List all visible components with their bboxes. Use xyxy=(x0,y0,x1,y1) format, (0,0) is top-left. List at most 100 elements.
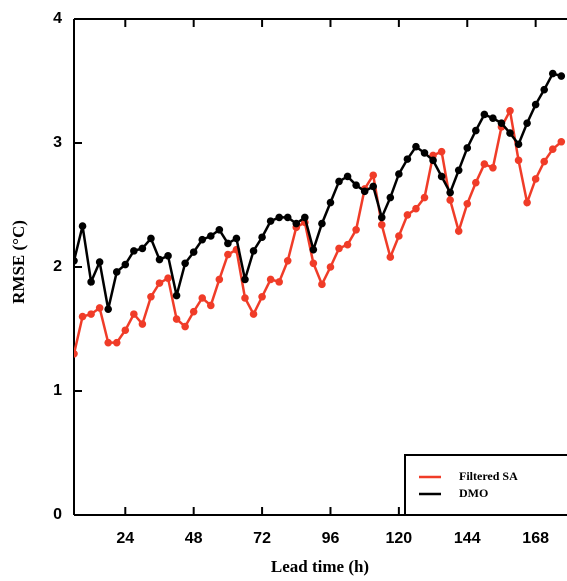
data-point xyxy=(309,245,318,254)
data-point xyxy=(130,247,138,255)
data-point xyxy=(241,275,249,284)
data-point xyxy=(446,188,454,197)
data-point xyxy=(548,69,557,78)
data-point xyxy=(489,114,497,122)
data-point xyxy=(497,119,506,127)
data-point xyxy=(258,292,266,301)
data-point xyxy=(275,213,283,222)
data-point xyxy=(266,217,275,225)
data-point xyxy=(557,72,566,80)
data-point xyxy=(395,232,403,240)
y-axis-title: RMSE (°C) xyxy=(9,220,28,304)
data-point xyxy=(446,196,454,204)
data-point xyxy=(215,226,224,234)
data-point xyxy=(335,177,343,186)
data-point xyxy=(326,198,335,207)
data-point xyxy=(87,278,95,286)
data-point xyxy=(104,338,112,347)
data-point xyxy=(318,280,326,289)
data-point xyxy=(403,155,412,163)
data-point xyxy=(112,338,121,347)
data-point xyxy=(523,198,531,207)
data-point xyxy=(224,250,232,259)
legend-label: Filtered SA xyxy=(459,469,518,483)
y-tick-label: 3 xyxy=(53,134,62,151)
data-point xyxy=(540,157,549,166)
data-point xyxy=(437,147,446,156)
data-point xyxy=(241,294,249,302)
plot-area xyxy=(74,69,566,358)
data-point xyxy=(454,166,463,175)
data-point xyxy=(266,275,275,284)
series-line xyxy=(74,106,563,355)
data-point xyxy=(386,193,395,202)
data-point xyxy=(232,234,241,243)
data-point xyxy=(377,221,386,229)
data-point xyxy=(198,294,207,302)
data-point xyxy=(78,312,87,321)
data-point xyxy=(104,305,112,313)
data-point xyxy=(74,350,78,358)
data-point xyxy=(283,257,292,265)
data-point xyxy=(189,307,198,316)
data-point xyxy=(506,106,514,115)
data-point xyxy=(249,310,258,318)
data-point xyxy=(215,275,224,284)
data-point xyxy=(181,259,189,268)
y-tick-label: 0 xyxy=(53,506,62,523)
y-tick-label: 2 xyxy=(53,258,62,275)
data-point xyxy=(147,234,155,243)
x-tick-label: 120 xyxy=(386,530,413,547)
data-point xyxy=(335,244,343,253)
data-point xyxy=(164,252,172,260)
data-point xyxy=(420,193,429,202)
y-tick-label: 4 xyxy=(53,10,62,27)
data-point xyxy=(147,292,155,301)
x-tick-label: 144 xyxy=(454,530,481,547)
data-point xyxy=(198,235,207,244)
x-tick-label: 48 xyxy=(185,530,203,547)
data-point xyxy=(369,171,378,180)
data-point xyxy=(343,240,352,249)
data-point xyxy=(258,233,266,242)
data-point xyxy=(112,268,121,276)
series-line xyxy=(74,72,562,310)
data-point xyxy=(206,232,215,240)
data-point xyxy=(138,320,147,328)
data-point xyxy=(309,259,318,268)
data-point xyxy=(352,181,360,189)
data-point xyxy=(480,160,489,168)
legend-box xyxy=(404,454,567,516)
data-point xyxy=(412,142,420,151)
data-point xyxy=(326,263,335,271)
data-point xyxy=(403,211,412,219)
data-point xyxy=(352,226,360,234)
data-point xyxy=(155,279,164,287)
data-point xyxy=(130,310,138,318)
data-point xyxy=(189,248,198,256)
data-point xyxy=(531,100,540,109)
x-tick-label: 24 xyxy=(116,530,134,547)
data-point xyxy=(95,258,104,266)
x-axis-title: Lead time (h) xyxy=(271,557,369,576)
data-point xyxy=(548,145,557,153)
data-point xyxy=(557,137,566,146)
data-point xyxy=(74,257,78,265)
data-point xyxy=(155,255,164,264)
data-point xyxy=(472,126,480,135)
data-point xyxy=(121,260,130,269)
data-point xyxy=(301,213,309,222)
data-point xyxy=(318,219,326,228)
data-point xyxy=(454,227,463,235)
data-point xyxy=(249,247,258,255)
data-point xyxy=(463,144,472,152)
data-point xyxy=(343,172,352,181)
data-point xyxy=(523,119,531,127)
data-point xyxy=(172,291,181,300)
x-tick-label: 96 xyxy=(322,530,340,547)
data-point xyxy=(121,326,130,335)
data-point xyxy=(206,301,215,310)
data-point xyxy=(172,315,181,323)
data-point xyxy=(412,204,420,213)
